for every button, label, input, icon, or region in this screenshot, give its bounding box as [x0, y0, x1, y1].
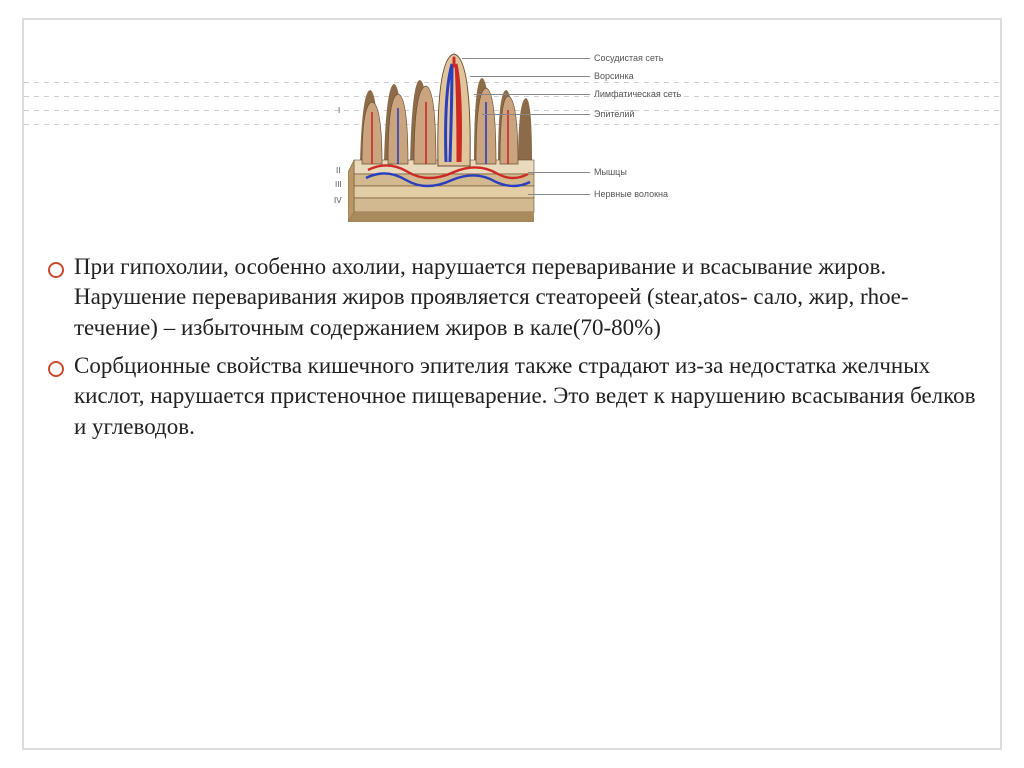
- inner-frame: I II III IV Сосудистая сеть Ворсинка Лим…: [22, 18, 1002, 750]
- lead-nerve: [528, 194, 590, 195]
- label-epithelium: Эпителий: [594, 109, 634, 119]
- villi-diagram: I II III IV Сосудистая сеть Ворсинка Лим…: [302, 28, 722, 238]
- label-vascular: Сосудистая сеть: [594, 53, 663, 63]
- roman-3: III: [335, 180, 342, 189]
- bullet-list: При гипохолии, особенно ахолии, нарушает…: [38, 252, 986, 442]
- lead-villus: [470, 76, 590, 77]
- bullet-item: При гипохолии, особенно ахолии, нарушает…: [44, 252, 980, 343]
- bullet-text: Сорбционные свойства кишечного эпителия …: [74, 353, 976, 439]
- label-lymph: Лимфатическая сеть: [594, 89, 681, 99]
- tissue-svg: [348, 52, 538, 222]
- lead-vascular: [462, 58, 590, 59]
- slide: I II III IV Сосудистая сеть Ворсинка Лим…: [0, 0, 1024, 768]
- label-muscles: Мышцы: [594, 167, 627, 177]
- bullet-item: Сорбционные свойства кишечного эпителия …: [44, 351, 980, 442]
- label-villus: Ворсинка: [594, 71, 634, 81]
- roman-4: IV: [334, 196, 342, 205]
- roman-2: II: [336, 166, 340, 175]
- roman-1: I: [338, 106, 340, 115]
- tissue-block: [348, 52, 538, 222]
- lead-muscles: [528, 172, 590, 173]
- lead-epithelium: [482, 114, 590, 115]
- diagram-region: I II III IV Сосудистая сеть Ворсинка Лим…: [38, 28, 986, 238]
- bullet-text: При гипохолии, особенно ахолии, нарушает…: [74, 254, 909, 340]
- lead-lymph: [474, 94, 590, 95]
- label-nerve: Нервные волокна: [594, 189, 668, 199]
